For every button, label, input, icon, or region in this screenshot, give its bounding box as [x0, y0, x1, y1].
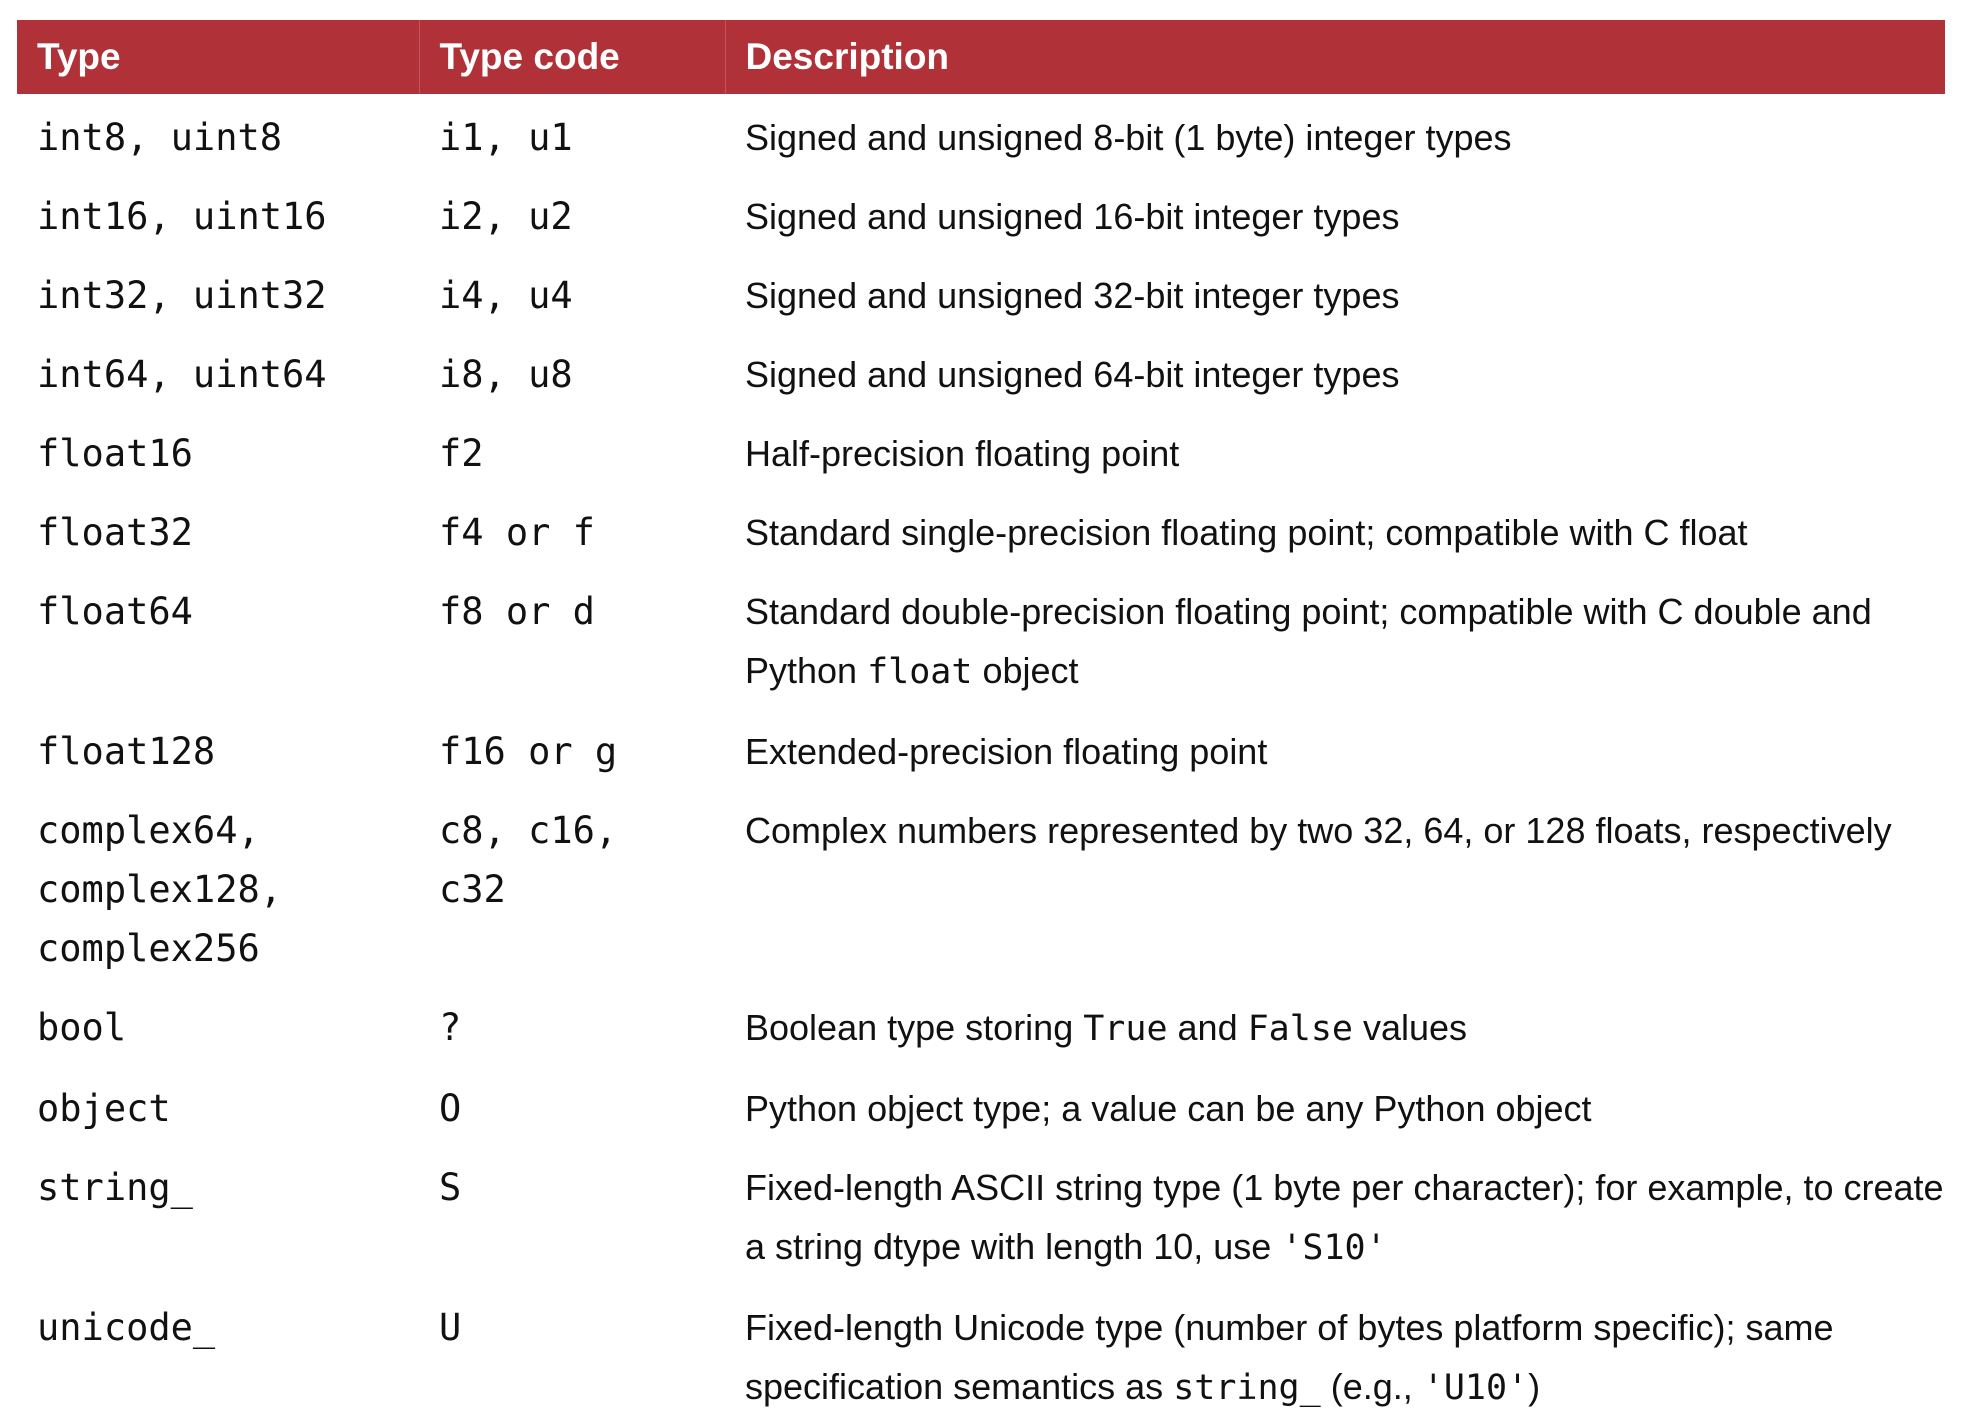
- description-cell: Signed and unsigned 16-bit integer types: [725, 176, 1945, 255]
- inline-code: float: [867, 652, 973, 692]
- description-text: (e.g.,: [1320, 1366, 1423, 1407]
- type-cell: int16, uint16: [37, 195, 327, 238]
- description-cell: Fixed-length ASCII string type (1 byte p…: [725, 1147, 1945, 1287]
- table-row: float16 f2 Half-precision floating point: [17, 413, 1945, 492]
- type-code-cell: U: [439, 1306, 462, 1349]
- description-cell: Signed and unsigned 8-bit (1 byte) integ…: [725, 94, 1945, 176]
- table-row: float64 f8 or d Standard double-precisio…: [17, 571, 1945, 711]
- type-code-cell: c8, c16, c32: [439, 809, 618, 911]
- description-text: values: [1352, 1007, 1468, 1048]
- inline-code: 'U10': [1422, 1368, 1529, 1408]
- type-cell: float16: [37, 432, 193, 475]
- table-row: int32, uint32 i4, u4 Signed and unsigned…: [17, 255, 1945, 334]
- type-cell: int8, uint8: [37, 116, 283, 159]
- dtype-table: Type Type code Description int8, uint8 i…: [17, 20, 1945, 1427]
- table-row: string_ S Fixed-length ASCII string type…: [17, 1147, 1945, 1287]
- type-cell: int64, uint64: [37, 353, 327, 396]
- header-description: Description: [724, 20, 1945, 94]
- description-cell: Signed and unsigned 64-bit integer types: [725, 334, 1945, 413]
- description-cell: Python object type; a value can be any P…: [725, 1068, 1945, 1147]
- type-code-cell: O: [439, 1087, 462, 1130]
- table-row: complex64, complex128, complex256 c8, c1…: [17, 790, 1945, 987]
- table-row: float128 f16 or g Extended-precision flo…: [17, 711, 1945, 790]
- table-row: float32 f4 or f Standard single-precisio…: [17, 492, 1945, 571]
- type-code-cell: S: [439, 1166, 462, 1209]
- inline-code: string_: [1173, 1368, 1321, 1408]
- description-cell: Half-precision floating point: [725, 413, 1945, 492]
- description-text: ): [1528, 1366, 1541, 1407]
- description-text: object: [972, 650, 1079, 691]
- table-row: object O Python object type; a value can…: [17, 1068, 1945, 1147]
- type-cell: bool: [37, 1006, 127, 1049]
- table-body: int8, uint8 i1, u1 Signed and unsigned 8…: [17, 94, 1945, 1427]
- header-type-code: Type code: [418, 20, 725, 94]
- type-code-cell: f16 or g: [439, 730, 618, 773]
- description-text: Extended-precision floating point: [745, 731, 1268, 772]
- description-cell: Signed and unsigned 32-bit integer types: [725, 255, 1945, 334]
- table-row: int16, uint16 i2, u2 Signed and unsigned…: [17, 176, 1945, 255]
- description-text: Standard single-precision floating point…: [745, 512, 1748, 553]
- description-cell: Standard single-precision floating point…: [725, 492, 1945, 571]
- table-row: unicode_ U Fixed-length Unicode type (nu…: [17, 1287, 1945, 1427]
- type-cell: object: [37, 1087, 171, 1130]
- type-cell: complex64, complex128, complex256: [37, 809, 283, 970]
- type-code-cell: ?: [439, 1006, 462, 1049]
- header-row: Type Type code Description: [17, 20, 1945, 94]
- description-text: Python object type; a value can be any P…: [745, 1088, 1592, 1129]
- table-row: int64, uint64 i8, u8 Signed and unsigned…: [17, 334, 1945, 413]
- description-text: Signed and unsigned 8-bit (1 byte) integ…: [745, 117, 1512, 158]
- description-text: Half-precision floating point: [745, 433, 1180, 474]
- description-text: and: [1167, 1007, 1248, 1048]
- type-code-cell: f2: [439, 432, 484, 475]
- type-code-cell: i8, u8: [439, 353, 573, 396]
- inline-code: 'S10': [1281, 1228, 1387, 1268]
- table-row: int8, uint8 i1, u1 Signed and unsigned 8…: [17, 94, 1945, 176]
- table-header: Type Type code Description: [17, 20, 1945, 94]
- type-code-cell: i4, u4: [439, 274, 573, 317]
- inline-code: True: [1083, 1009, 1168, 1049]
- description-text: Signed and unsigned 64-bit integer types: [745, 354, 1400, 395]
- description-text: Signed and unsigned 32-bit integer types: [745, 275, 1400, 316]
- type-code-cell: i2, u2: [439, 195, 573, 238]
- description-text: Signed and unsigned 16-bit integer types: [745, 196, 1400, 237]
- table-row: bool ? Boolean type storing True and Fal…: [17, 987, 1945, 1068]
- description-text: Complex numbers represented by two 32, 6…: [745, 810, 1892, 851]
- type-cell: float64: [37, 590, 193, 633]
- type-cell: float32: [37, 511, 193, 554]
- type-code-cell: f8 or d: [439, 590, 595, 633]
- type-code-cell: i1, u1: [439, 116, 573, 159]
- type-cell: string_: [37, 1166, 193, 1209]
- inline-code: False: [1247, 1009, 1353, 1049]
- type-cell: unicode_: [37, 1306, 216, 1349]
- description-cell: Complex numbers represented by two 32, 6…: [725, 790, 1945, 987]
- description-cell: Fixed-length Unicode type (number of byt…: [725, 1287, 1945, 1427]
- description-cell: Standard double-precision floating point…: [725, 571, 1945, 711]
- description-text: Boolean type storing: [745, 1007, 1084, 1048]
- type-cell: int32, uint32: [37, 274, 327, 317]
- description-text: Fixed-length ASCII string type (1 byte p…: [745, 1167, 1944, 1267]
- description-text: Standard double-precision floating point…: [745, 591, 1872, 691]
- type-code-cell: f4 or f: [439, 511, 595, 554]
- description-cell: Extended-precision floating point: [725, 711, 1945, 790]
- type-cell: float128: [37, 730, 216, 773]
- description-cell: Boolean type storing True and False valu…: [725, 987, 1945, 1068]
- header-type: Type: [17, 20, 419, 94]
